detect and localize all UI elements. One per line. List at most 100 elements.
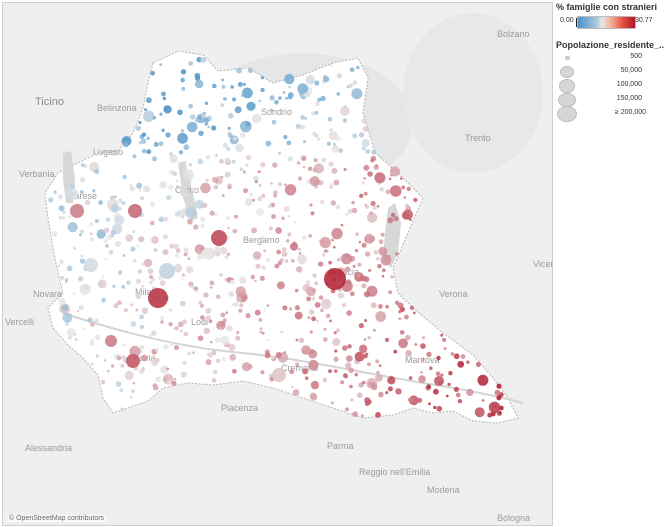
- municipality-bubble[interactable]: [222, 142, 228, 148]
- municipality-bubble[interactable]: [345, 213, 348, 216]
- municipality-bubble[interactable]: [440, 373, 444, 377]
- municipality-bubble[interactable]: [161, 128, 165, 132]
- municipality-bubble[interactable]: [132, 230, 136, 233]
- municipality-bubble[interactable]: [227, 132, 233, 138]
- municipality-bubble[interactable]: [214, 246, 221, 253]
- municipality-bubble[interactable]: [351, 207, 358, 214]
- map-attribution[interactable]: © OpenStreetMap contributors: [7, 515, 107, 522]
- municipality-bubble[interactable]: [98, 234, 102, 238]
- municipality-bubble[interactable]: [359, 193, 364, 198]
- municipality-bubble[interactable]: [136, 244, 140, 247]
- municipality-bubble[interactable]: [414, 343, 418, 346]
- municipality-bubble[interactable]: [234, 214, 239, 219]
- municipality-bubble[interactable]: [313, 158, 318, 163]
- municipality-bubble[interactable]: [205, 178, 209, 183]
- municipality-bubble[interactable]: [271, 214, 276, 219]
- municipality-bubble[interactable]: [379, 187, 384, 192]
- municipality-bubble[interactable]: [371, 384, 378, 391]
- municipality-bubble[interactable]: [371, 149, 377, 155]
- municipality-bubble[interactable]: [266, 304, 270, 307]
- municipality-bubble[interactable]: [254, 279, 257, 283]
- municipality-bubble[interactable]: [367, 362, 371, 367]
- municipality-bubble[interactable]: [271, 355, 275, 360]
- municipality-bubble[interactable]: [195, 289, 199, 293]
- municipality-bubble[interactable]: [89, 232, 93, 235]
- municipality-bubble[interactable]: [251, 113, 262, 124]
- municipality-bubble[interactable]: [282, 305, 288, 311]
- municipality-bubble[interactable]: [435, 371, 441, 377]
- municipality-bubble[interactable]: [401, 185, 406, 190]
- size-legend-title[interactable]: Popolazione_residente_...: [556, 40, 664, 50]
- municipality-bubble[interactable]: [239, 167, 244, 172]
- municipality-bubble[interactable]: [193, 224, 199, 230]
- municipality-bubble[interactable]: [226, 252, 230, 256]
- municipality-bubble[interactable]: [211, 378, 217, 383]
- municipality-bubble[interactable]: [211, 176, 217, 183]
- municipality-bubble[interactable]: [150, 71, 155, 76]
- municipality-bubble[interactable]: [130, 303, 134, 307]
- municipality-bubble[interactable]: [269, 108, 274, 112]
- municipality-bubble-large[interactable]: [126, 354, 140, 368]
- municipality-bubble[interactable]: [361, 283, 367, 289]
- municipality-bubble[interactable]: [408, 397, 413, 403]
- municipality-bubble[interactable]: [149, 280, 153, 284]
- municipality-bubble[interactable]: [206, 155, 211, 160]
- municipality-bubble[interactable]: [314, 133, 319, 138]
- municipality-bubble[interactable]: [418, 375, 426, 383]
- municipality-bubble[interactable]: [319, 237, 331, 249]
- municipality-bubble[interactable]: [220, 103, 225, 107]
- municipality-bubble[interactable]: [333, 142, 336, 146]
- municipality-bubble[interactable]: [146, 97, 152, 104]
- municipality-bubble[interactable]: [135, 125, 142, 131]
- municipality-bubble[interactable]: [390, 275, 394, 279]
- municipality-bubble[interactable]: [177, 109, 183, 116]
- municipality-bubble[interactable]: [201, 113, 206, 118]
- municipality-bubble[interactable]: [158, 216, 165, 223]
- municipality-bubble[interactable]: [333, 331, 337, 335]
- municipality-bubble[interactable]: [331, 167, 338, 174]
- municipality-bubble[interactable]: [293, 221, 297, 224]
- municipality-bubble[interactable]: [104, 227, 110, 233]
- municipality-bubble[interactable]: [370, 200, 376, 207]
- municipality-bubble[interactable]: [448, 371, 453, 376]
- municipality-bubble[interactable]: [283, 205, 290, 212]
- municipality-bubble[interactable]: [229, 279, 235, 285]
- municipality-bubble-large[interactable]: [434, 376, 444, 386]
- municipality-bubble[interactable]: [163, 344, 169, 350]
- municipality-bubble[interactable]: [219, 273, 223, 277]
- municipality-bubble[interactable]: [219, 327, 222, 331]
- municipality-bubble[interactable]: [364, 203, 368, 207]
- municipality-bubble[interactable]: [285, 96, 289, 100]
- municipality-bubble[interactable]: [309, 176, 320, 187]
- municipality-bubble[interactable]: [230, 85, 234, 89]
- municipality-bubble[interactable]: [387, 376, 396, 385]
- size-legend-item[interactable]: 150,000: [556, 92, 664, 108]
- municipality-bubble[interactable]: [385, 304, 389, 309]
- municipality-bubble[interactable]: [363, 191, 368, 196]
- municipality-bubble[interactable]: [218, 158, 224, 164]
- municipality-bubble[interactable]: [395, 388, 402, 395]
- municipality-bubble[interactable]: [455, 392, 461, 398]
- municipality-bubble[interactable]: [78, 276, 84, 282]
- municipality-bubble[interactable]: [240, 132, 246, 138]
- municipality-bubble[interactable]: [141, 284, 145, 288]
- municipality-bubble[interactable]: [272, 162, 278, 168]
- municipality-bubble[interactable]: [238, 308, 243, 313]
- municipality-bubble[interactable]: [278, 96, 282, 100]
- municipality-bubble[interactable]: [347, 208, 353, 214]
- municipality-bubble[interactable]: [290, 258, 295, 263]
- municipality-bubble[interactable]: [262, 236, 266, 241]
- municipality-bubble[interactable]: [174, 345, 179, 351]
- municipality-bubble[interactable]: [180, 129, 185, 133]
- municipality-bubble[interactable]: [180, 69, 187, 75]
- municipality-bubble[interactable]: [205, 307, 212, 314]
- municipality-bubble[interactable]: [260, 370, 265, 375]
- municipality-bubble[interactable]: [48, 197, 54, 203]
- municipality-bubble[interactable]: [494, 389, 501, 396]
- municipality-bubble[interactable]: [376, 370, 380, 375]
- municipality-bubble[interactable]: [295, 123, 301, 129]
- municipality-bubble[interactable]: [162, 96, 166, 101]
- municipality-bubble[interactable]: [70, 184, 76, 190]
- municipality-bubble[interactable]: [380, 254, 392, 266]
- municipality-bubble[interactable]: [263, 308, 267, 312]
